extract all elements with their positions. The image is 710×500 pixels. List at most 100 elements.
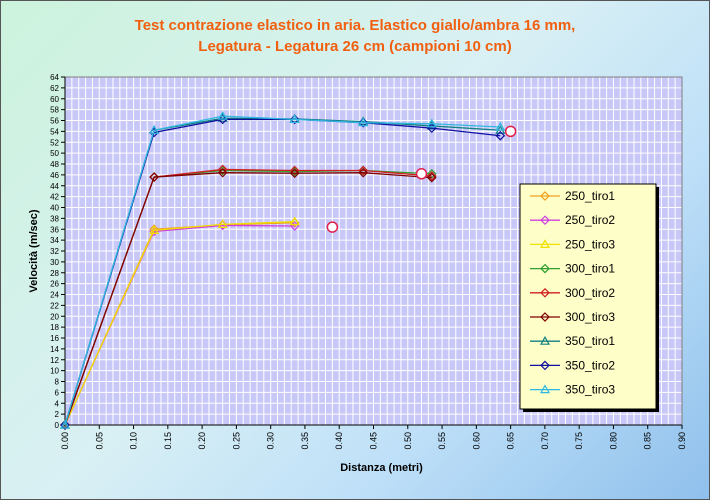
legend-label: 250_tiro3 — [565, 237, 615, 251]
data-point — [149, 225, 160, 234]
series-line — [64, 172, 432, 426]
data-point — [289, 216, 300, 226]
y-tick-label: 62 — [50, 84, 59, 93]
legend-swatch-marker — [540, 360, 550, 371]
legend-item: 250_tiro3 — [530, 237, 615, 251]
data-point — [59, 419, 71, 429]
y-tick-label: 30 — [50, 258, 59, 267]
legend-item: 300_tiro3 — [530, 310, 615, 324]
y-tick-label: 14 — [50, 345, 59, 354]
data-point — [217, 110, 228, 120]
data-point — [426, 168, 437, 179]
series-line — [64, 115, 501, 426]
data-point — [289, 114, 300, 125]
y-tick-label: 34 — [50, 236, 59, 245]
x-tick-label: 0.10 — [129, 432, 139, 450]
y-tick-label: 60 — [50, 95, 59, 104]
data-point — [217, 219, 228, 228]
y-tick-label: 18 — [50, 323, 59, 332]
y-axis-label: Velocità (m/sec) — [28, 209, 40, 292]
y-tick-label: 54 — [50, 127, 59, 136]
y-tick-label: 20 — [50, 312, 59, 321]
circle-marker — [326, 221, 339, 233]
data-point — [426, 118, 437, 128]
legend-item: 350_tiro2 — [530, 358, 615, 372]
x-tick-label: 0.20 — [197, 432, 207, 450]
legend-item: 350_tiro1 — [530, 334, 615, 348]
legend-label: 300_tiro1 — [565, 262, 615, 276]
legend-swatch-marker — [540, 191, 550, 201]
y-tick-label: 26 — [50, 280, 59, 289]
y-tick-label: 40 — [50, 204, 59, 213]
legend-label: 300_tiro2 — [565, 286, 615, 300]
data-point — [358, 165, 369, 176]
y-tick-label: 8 — [55, 378, 60, 387]
y-tick-label: 56 — [50, 117, 59, 126]
legend-swatch-marker — [539, 335, 551, 345]
data-point — [358, 117, 369, 127]
y-tick-label: 24 — [50, 291, 59, 300]
data-point — [289, 114, 300, 124]
data-point — [495, 121, 506, 131]
x-tick-label: 0.80 — [608, 432, 618, 450]
x-tick-label: 0.90 — [677, 432, 687, 450]
x-tick-label: 0.25 — [231, 432, 241, 450]
data-point — [495, 130, 506, 141]
x-tick-label: 0.85 — [643, 432, 653, 450]
data-point — [358, 167, 369, 178]
y-tick-label: 50 — [50, 149, 59, 158]
circle-marker — [415, 168, 428, 180]
x-tick-label: 0.55 — [437, 432, 447, 450]
y-tick-label: 28 — [50, 269, 59, 278]
series-350_tiro3 — [59, 110, 506, 429]
legend-label: 250_tiro2 — [565, 213, 615, 227]
y-tick-label: 48 — [50, 160, 59, 169]
y-tick-label: 22 — [50, 301, 59, 310]
legend-swatch-marker — [540, 215, 550, 226]
legend-swatch-marker — [540, 287, 550, 298]
legend-item: 350_tiro3 — [530, 383, 615, 397]
x-tick-label: 0.75 — [574, 432, 584, 450]
y-tick-label: 44 — [50, 182, 59, 191]
y-tick-label: 2 — [55, 410, 60, 419]
data-point — [217, 114, 228, 125]
legend-item: 300_tiro2 — [530, 286, 615, 300]
chart-title-line-1: Test contrazione elastico in aria. Elast… — [134, 17, 576, 34]
legend-item: 250_tiro1 — [530, 189, 615, 203]
y-tick-label: 52 — [50, 138, 59, 147]
x-tick-label: 0.45 — [369, 432, 379, 450]
chart-title-line-2: Legatura - Legatura 26 cm (campioni 10 c… — [198, 38, 512, 55]
y-tick-label: 58 — [50, 106, 59, 115]
y-tick-label: 64 — [50, 73, 59, 82]
legend-label: 350_tiro3 — [565, 383, 615, 397]
legend-item: 250_tiro2 — [530, 213, 615, 227]
y-tick-label: 42 — [50, 193, 59, 202]
x-tick-label: 0.30 — [266, 432, 276, 450]
x-tick-label: 0.40 — [334, 432, 344, 450]
y-tick-label: 12 — [50, 356, 59, 365]
x-tick-label: 0.70 — [540, 432, 550, 450]
legend-label: 350_tiro1 — [565, 334, 615, 348]
y-tick-label: 10 — [50, 367, 59, 376]
data-point — [217, 164, 228, 175]
x-axis-label: Distanza (metri) — [340, 462, 423, 474]
legend-label: 250_tiro1 — [565, 189, 615, 203]
data-point — [289, 168, 300, 179]
legend-swatch-marker — [540, 312, 550, 322]
legend-label: 300_tiro3 — [565, 310, 615, 324]
y-tick-label: 46 — [50, 171, 59, 180]
legend-swatch-marker — [539, 384, 551, 394]
data-point — [149, 125, 160, 134]
legend-label: 350_tiro2 — [565, 358, 615, 372]
data-point — [149, 172, 159, 182]
data-point — [217, 167, 228, 178]
x-tick-label: 0.35 — [300, 432, 310, 450]
series-250_tiro3 — [59, 216, 300, 429]
x-tick-label: 0.60 — [471, 432, 481, 450]
legend-swatch-marker — [539, 239, 551, 248]
circle-marker — [504, 125, 517, 138]
y-tick-label: 38 — [50, 214, 59, 223]
data-point — [60, 420, 70, 430]
data-point — [426, 172, 437, 183]
y-tick-label: 4 — [55, 399, 60, 408]
